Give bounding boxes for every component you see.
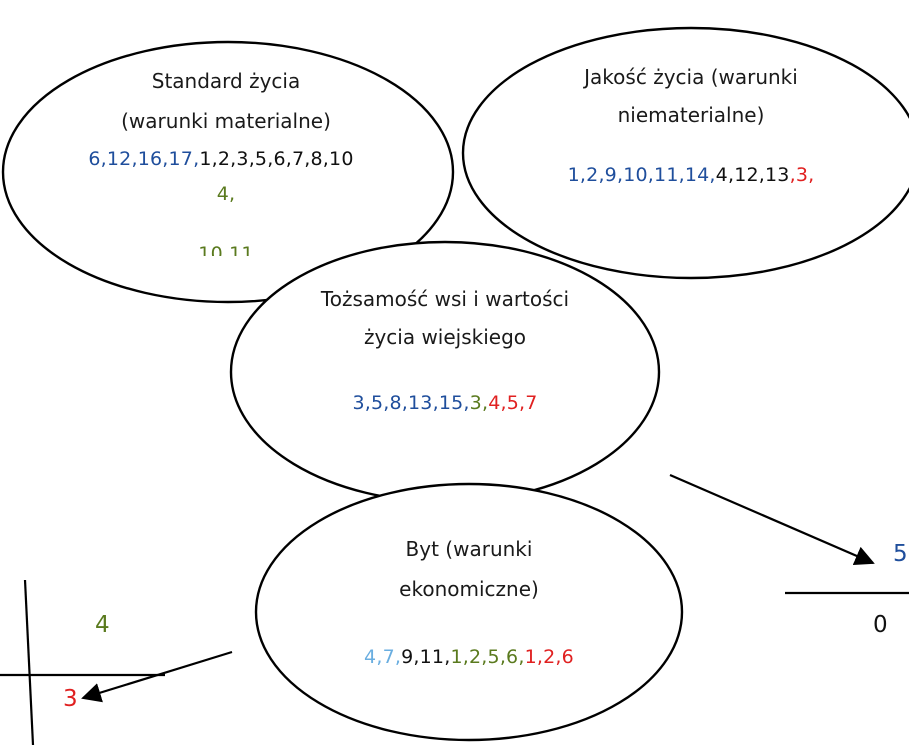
byt-title-line2: ekonomiczne) — [399, 577, 539, 601]
jakosc-number-segment: 1,2,9,10,11,14, — [567, 164, 716, 186]
tozsamosc-title-line2: życia wiejskiego — [363, 325, 527, 349]
byt-number-segment: 1,2,6 — [524, 646, 574, 668]
ellipse-jakosc-zycia — [461, 26, 909, 280]
standard-extra-line1: 4, — [0, 183, 452, 205]
left-tally-bottom: 3 — [63, 686, 78, 712]
tozsamosc-number-segment: 4,5,7 — [488, 392, 538, 414]
tozsamosc-title-line1: Tożsamość wsi i wartości — [320, 287, 570, 311]
left-tally-vertical-rule — [23, 579, 35, 746]
right-tally-top: 5 — [893, 541, 908, 567]
tozsamosc-number-segment: 3,5,8,13,15, — [352, 392, 470, 414]
jakosc-numbers: 1,2,9,10,11,14,4,12,13,3, — [463, 164, 909, 186]
byt-title-line1: Byt (warunki — [405, 537, 533, 561]
ellipse-byt — [254, 482, 684, 742]
standard-title-line1: Standard życia — [151, 69, 301, 93]
standard-extra-line2: 10,11 — [0, 243, 452, 256]
ellipse-standard-zycia — [1, 40, 455, 304]
byt-number-segment: 1,2,5,6, — [450, 646, 525, 668]
standard-title-line2: (warunki materialne) — [121, 109, 331, 133]
byt-number-segment: 4,7, — [364, 646, 402, 668]
standard-extra2-value: 10,11 — [198, 243, 254, 256]
left-tally-top: 4 — [95, 612, 110, 638]
arrow-to-right-tally — [669, 473, 875, 565]
jakosc-title-line2: niematerialne) — [617, 103, 765, 127]
tozsamosc-numbers: 3,5,8,13,15,3,4,5,7 — [231, 392, 659, 414]
ellipse-tozsamosc-wsi — [229, 240, 661, 504]
standard-number-segment: 6,12,16,17, — [88, 148, 200, 170]
tozsamosc-number-segment: 3, — [469, 392, 489, 414]
jakosc-title-line1: Jakość życia (warunki — [584, 65, 798, 89]
jakosc-number-segment: ,3, — [789, 164, 815, 186]
right-tally-bottom: 0 — [873, 612, 888, 638]
standard-numbers: 6,12,16,17,1,2,3,5,6,7,8,10 — [0, 148, 442, 170]
byt-number-segment: 9,11, — [401, 646, 451, 668]
jakosc-number-segment: 4,12,13 — [715, 164, 790, 186]
byt-numbers: 4,7,9,11,1,2,5,6,1,2,6 — [256, 646, 682, 668]
standard-extra1-value: 4, — [216, 183, 236, 205]
arrow-to-left-tally — [81, 650, 233, 703]
standard-number-segment: 1,2,3,5,6,7,8,10 — [199, 148, 354, 170]
